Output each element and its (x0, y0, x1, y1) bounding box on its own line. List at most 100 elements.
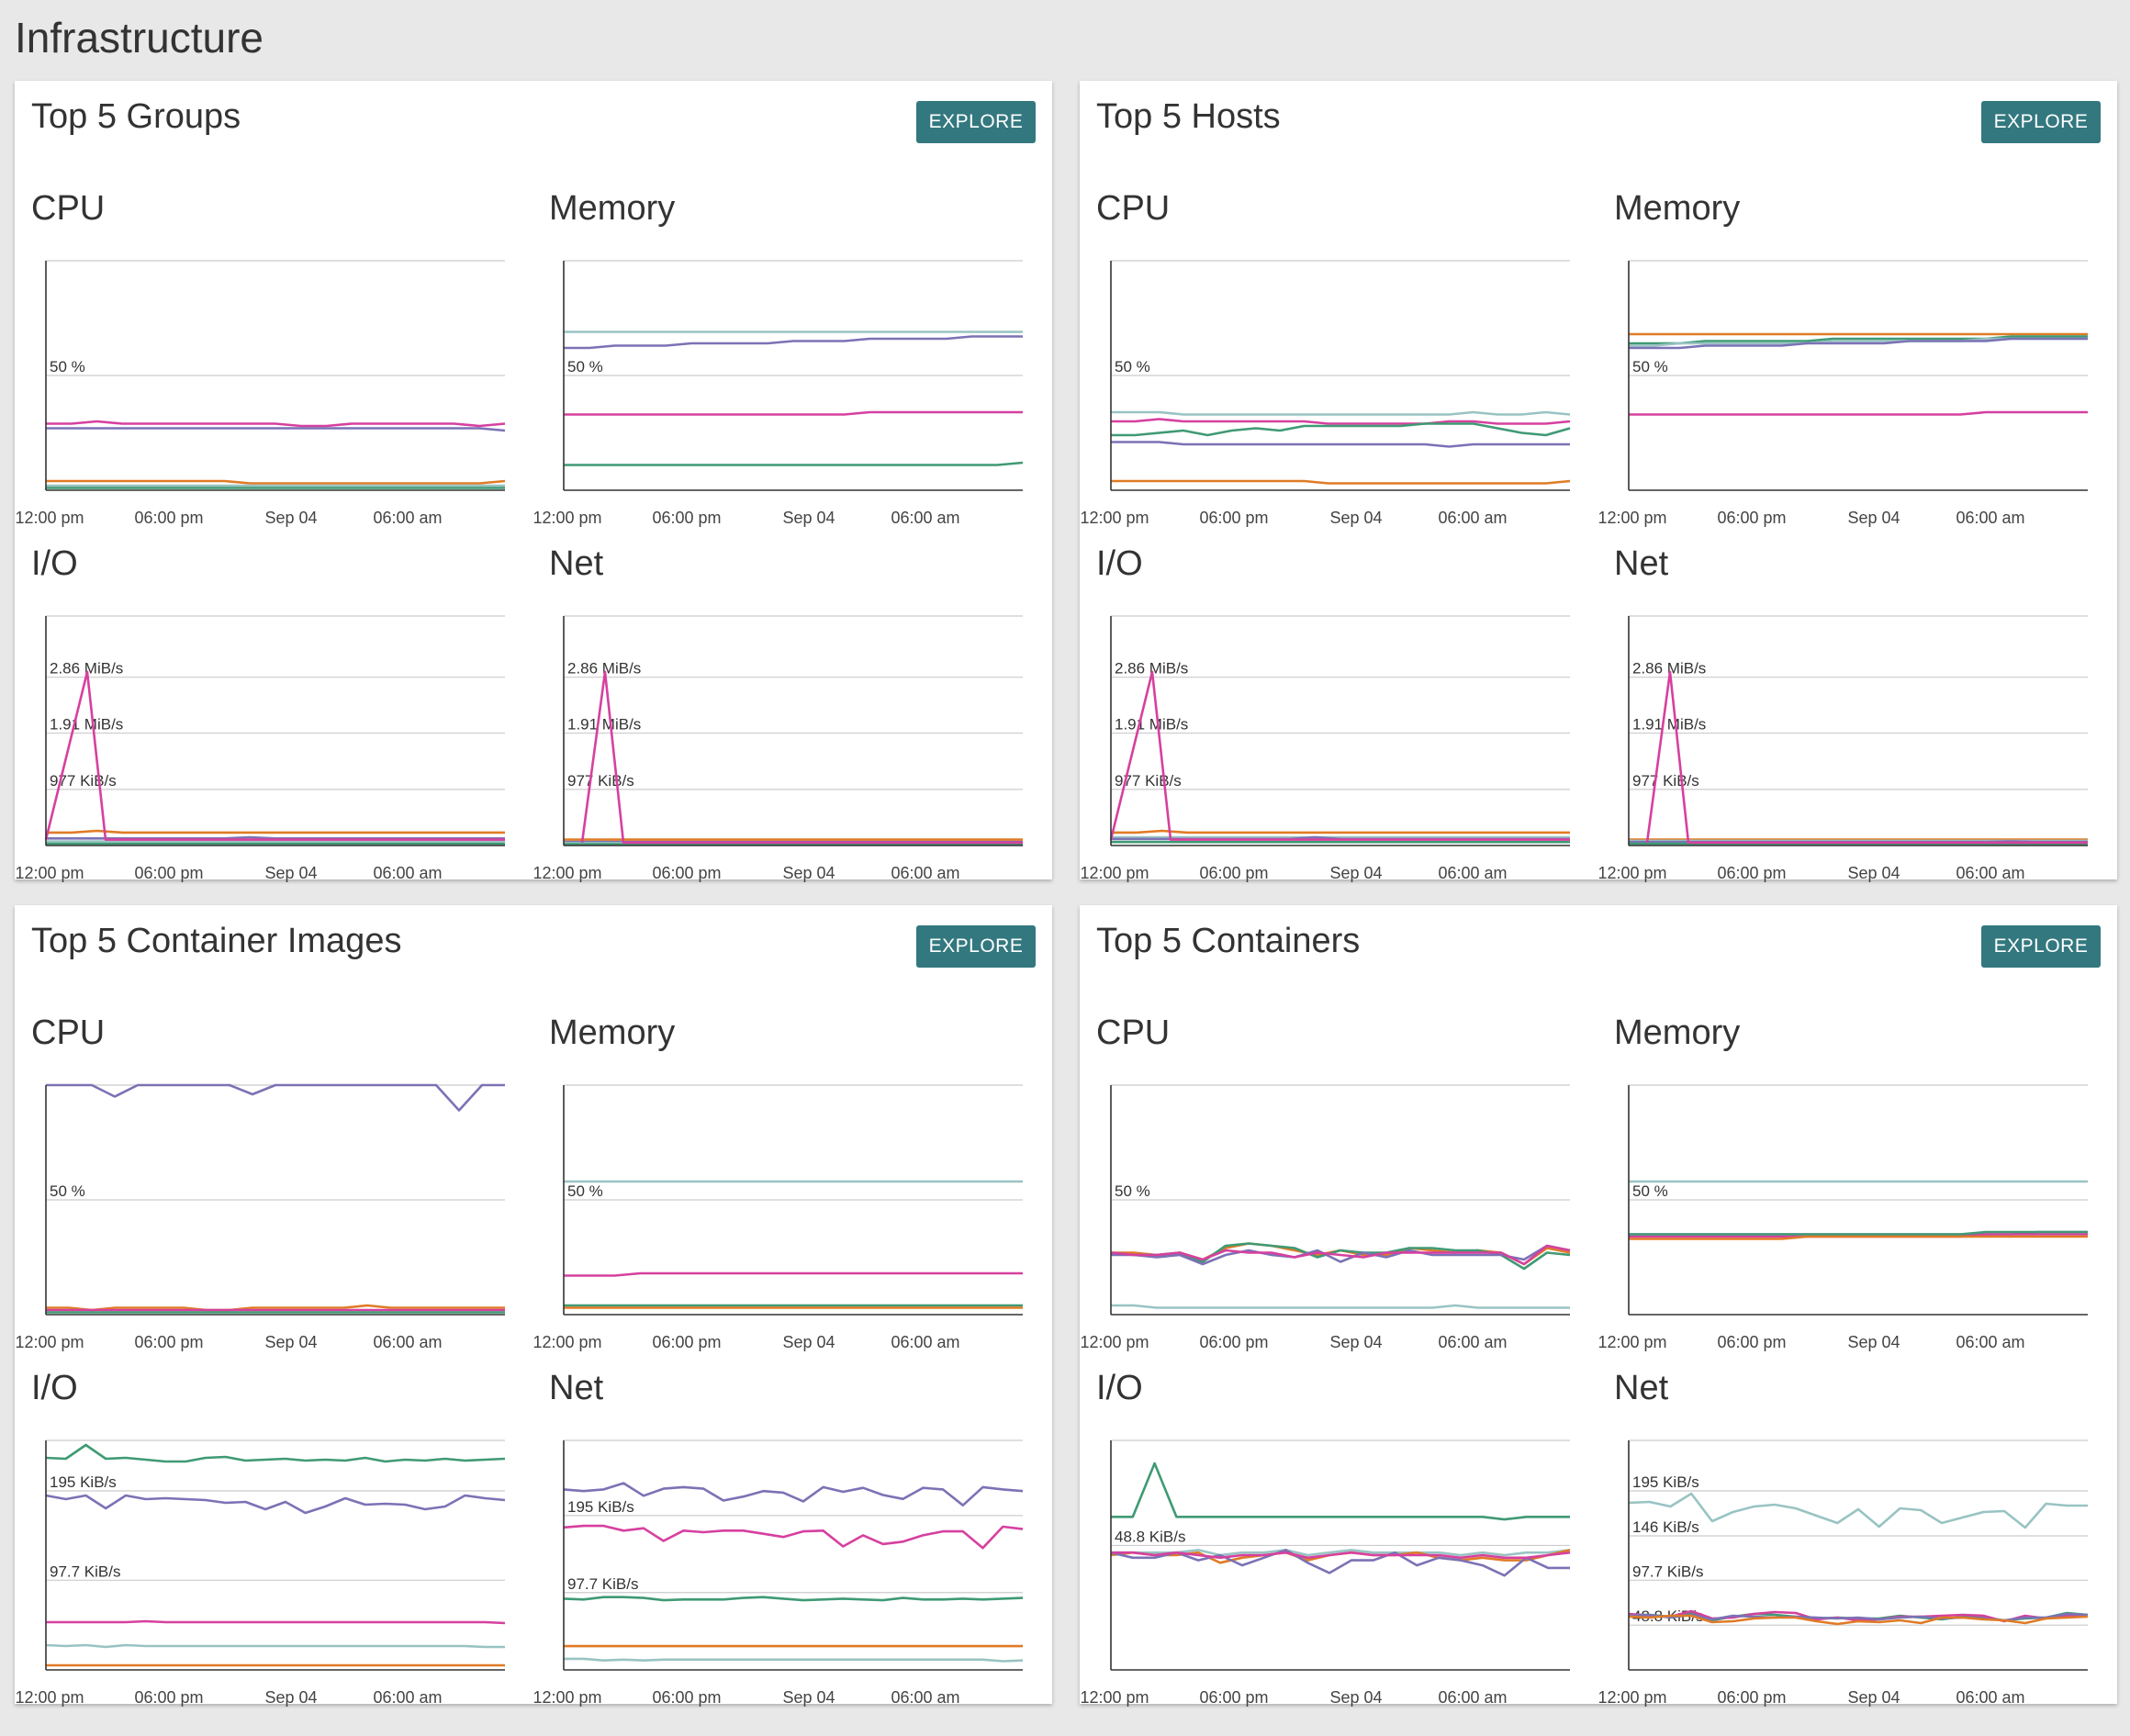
x-tick-label: 06:00 am (373, 1333, 442, 1351)
chart-cpu: 50 % 12:00 pm 06:00 pm Sep 04 06:00 am (1080, 1084, 1571, 1351)
x-tick-label: 06:00 pm (652, 1333, 721, 1351)
series-line-magenta (1111, 418, 1571, 425)
y-tick-label: 195 KiB/s (1632, 1473, 1699, 1491)
series-line-teal (1111, 410, 1571, 416)
y-tick-label: 50 % (50, 1182, 85, 1200)
y-tick-label: 1.91 MiB/s (567, 716, 641, 734)
y-tick-label: 2.86 MiB/s (1115, 660, 1188, 678)
chart-net: 195 KiB/s 97.7 KiB/s 12:00 pm 06:00 pm Sep 0… (532, 1439, 1024, 1707)
explore-button[interactable]: EXPLORE (1981, 101, 2101, 143)
y-tick-label: 97.7 KiB/s (50, 1562, 121, 1580)
explore-button[interactable]: EXPLORE (916, 101, 1036, 143)
explore-button[interactable]: EXPLORE (1981, 925, 2101, 968)
x-tick-label: 06:00 pm (134, 1333, 203, 1351)
series-line-orange (46, 1304, 505, 1312)
x-tick-label: Sep 04 (782, 1688, 835, 1707)
x-tick-label: 06:00 pm (1199, 1688, 1268, 1707)
x-tick-label: 06:00 pm (652, 509, 721, 527)
x-tick-label: 06:00 am (891, 1688, 959, 1707)
x-tick-label: 06:00 am (1956, 1333, 2024, 1351)
series-line-purple (46, 1083, 505, 1112)
x-tick-label: 06:00 pm (1199, 1333, 1268, 1351)
x-tick-label: Sep 04 (264, 509, 317, 527)
series-line-green (1629, 335, 2088, 345)
series-line-teal (1628, 1492, 2088, 1529)
x-tick-label: 06:00 am (1438, 1333, 1507, 1351)
x-tick-label: 06:00 pm (134, 509, 203, 527)
x-tick-label: 06:00 pm (134, 864, 203, 882)
chart-title-memory: Memory (549, 1014, 676, 1052)
series-line-magenta (563, 1524, 1024, 1550)
x-tick-label: 12:00 pm (1598, 864, 1666, 882)
chart-title-cpu: CPU (31, 1014, 106, 1052)
chart-cpu: 50 % 12:00 pm 06:00 pm Sep 04 06:00 am (1080, 260, 1571, 527)
y-tick-label: 2.86 MiB/s (50, 660, 123, 678)
series-line-green (563, 1596, 1024, 1602)
x-tick-label: 06:00 am (1956, 864, 2024, 882)
card-title: Top 5 Groups (31, 97, 241, 136)
series-line-magenta (44, 670, 505, 841)
series-line-purple (1111, 1244, 1571, 1266)
series-line-teal (1111, 1304, 1570, 1309)
x-tick-label: Sep 04 (782, 864, 835, 882)
x-tick-label: 06:00 pm (1199, 864, 1268, 882)
series-line-green (1111, 422, 1571, 437)
chart-i-o: 48.8 KiB/s 12:00 pm 06:00 pm Sep 04 06:00 am (1080, 1439, 1571, 1707)
series-line-magenta (1109, 670, 1570, 841)
series-line-orange (1111, 829, 1570, 834)
series-line-magenta (46, 1619, 506, 1625)
chart-title-net: Net (549, 544, 604, 583)
series-line-orange (46, 479, 506, 485)
x-tick-label: 12:00 pm (1080, 1333, 1149, 1351)
series-line-green (1629, 1230, 2088, 1236)
x-tick-label: Sep 04 (1847, 1333, 1900, 1351)
chart-title-net: Net (549, 1369, 604, 1407)
x-tick-label: 12:00 pm (1598, 1688, 1666, 1707)
x-tick-label: 12:00 pm (15, 509, 84, 527)
x-tick-label: Sep 04 (1847, 1688, 1900, 1707)
x-tick-label: 06:00 am (891, 864, 959, 882)
chart-cpu: 50 % 12:00 pm 06:00 pm Sep 04 06:00 am (15, 1083, 505, 1351)
card-top-5-groups: Top 5 Groups EXPLORE CPU 50 % 12:00 pm 06:00 … (15, 81, 1052, 882)
chart-memory: 50 % 12:00 pm 06:00 pm Sep 04 06:00 am (1598, 1084, 2088, 1351)
x-tick-label: 06:00 am (373, 864, 442, 882)
series-line-teal (1111, 1549, 1571, 1557)
card-top-5-hosts: Top 5 Hosts EXPLORE CPU 50 % 12:00 pm 06:00 p… (1080, 81, 2117, 882)
series-line-magenta (564, 1271, 1023, 1277)
chart-title-memory: Memory (1614, 189, 1741, 228)
y-tick-label: 195 KiB/s (50, 1473, 117, 1491)
series-line-green (1111, 1462, 1570, 1521)
chart-title-cpu: CPU (1096, 1014, 1171, 1052)
y-tick-label: 2.86 MiB/s (567, 660, 641, 678)
x-tick-label: 12:00 pm (532, 1333, 601, 1351)
y-tick-label: 1.91 MiB/s (1115, 716, 1188, 734)
x-tick-label: 12:00 pm (1080, 1688, 1149, 1707)
y-tick-label: 195 KiB/s (567, 1498, 634, 1516)
x-tick-label: 06:00 am (373, 1688, 442, 1707)
chart-net: 2.86 MiB/s 1.91 MiB/s 977 KiB/s 12:00 pm 06:… (532, 615, 1023, 882)
x-tick-label: 06:00 pm (652, 864, 721, 882)
chart-net: 2.86 MiB/s 1.91 MiB/s 977 KiB/s 12:00 pm 06:… (1598, 615, 2088, 882)
x-tick-label: Sep 04 (1847, 864, 1900, 882)
chart-memory: 50 % 12:00 pm 06:00 pm Sep 04 06:00 am (532, 260, 1024, 527)
y-tick-label: 50 % (1115, 358, 1150, 375)
y-tick-label: 50 % (50, 358, 85, 375)
x-tick-label: 06:00 am (373, 509, 442, 527)
x-tick-label: 12:00 pm (1598, 509, 1666, 527)
chart-title-cpu: CPU (1096, 189, 1171, 228)
series-line-orange (1629, 1235, 2088, 1240)
x-tick-label: Sep 04 (264, 864, 317, 882)
explore-button[interactable]: EXPLORE (916, 925, 1036, 968)
series-line-teal (45, 1643, 505, 1649)
x-tick-label: 12:00 pm (1080, 509, 1149, 527)
chart-title-cpu: CPU (31, 189, 106, 228)
x-tick-label: 06:00 am (891, 1333, 959, 1351)
x-tick-label: 06:00 am (1438, 509, 1507, 527)
x-tick-label: 06:00 pm (1717, 1688, 1786, 1707)
series-line-magenta (580, 670, 1023, 845)
series-line-green (564, 461, 1024, 466)
x-tick-label: 06:00 am (1956, 509, 2024, 527)
x-tick-label: Sep 04 (782, 509, 835, 527)
